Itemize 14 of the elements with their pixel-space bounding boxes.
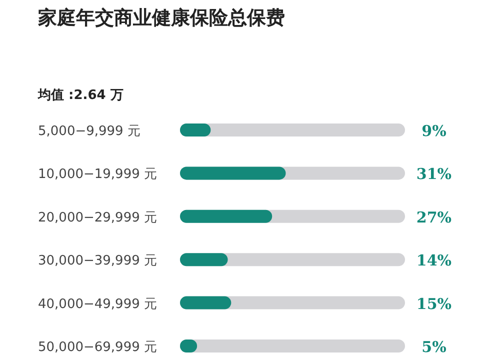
y-tick-label: 20,000−29,999 元 xyxy=(38,210,157,226)
data-label: 27% xyxy=(416,208,452,226)
y-tick-label: 5,000−9,999 元 xyxy=(38,124,140,139)
y-tick-label: 40,000−49,999 元 xyxy=(38,296,157,312)
data-label: 5% xyxy=(422,338,446,356)
data-label: 31% xyxy=(416,165,452,184)
y-tick-label: 10,000−19,999 元 xyxy=(38,167,157,182)
y-tick-label: 30,000−39,999 元 xyxy=(38,254,157,269)
chart-title: 家庭年交商业健康保险总保费 xyxy=(37,7,285,29)
data-label: 15% xyxy=(416,294,452,313)
data-label: 9% xyxy=(422,122,446,140)
text: 均值 :2.64 万 xyxy=(37,88,124,103)
data-label: 14% xyxy=(416,252,452,270)
y-tick-label: 50,000−69,999 元 xyxy=(38,340,157,355)
